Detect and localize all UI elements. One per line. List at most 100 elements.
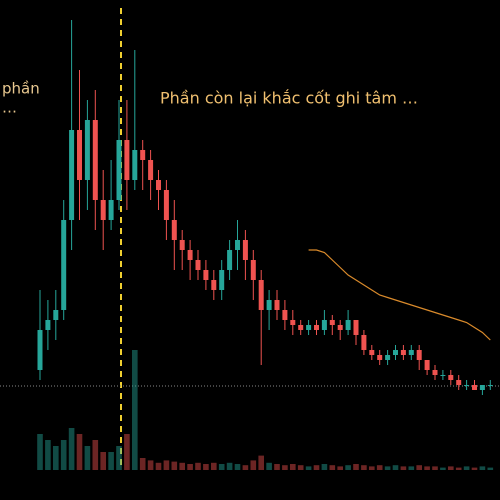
candle-body [235, 240, 240, 250]
candle-body [306, 325, 312, 330]
candle-body [472, 385, 477, 390]
volume-bar [139, 458, 146, 470]
candle-body [353, 320, 359, 335]
annotation: … [2, 99, 17, 117]
volume-bar [345, 465, 351, 470]
candle-body [45, 320, 51, 330]
candle-body [408, 350, 414, 355]
volume-bar [471, 467, 478, 470]
volume-bar [479, 466, 486, 470]
candle-body [369, 350, 375, 355]
volume-bar [100, 452, 106, 470]
candle-body [227, 250, 233, 270]
candle-body [424, 360, 430, 370]
volume-bar [195, 462, 201, 470]
candle-body [195, 260, 201, 270]
candle-body [266, 300, 272, 310]
candle-body [187, 250, 193, 260]
volume-bar [242, 465, 249, 470]
candle-body [211, 280, 217, 290]
candle-body [140, 150, 146, 160]
volume-bar [60, 440, 67, 470]
candle-body [124, 140, 130, 180]
volume-bar [116, 446, 122, 470]
candle-body [61, 220, 67, 310]
candle-body [108, 200, 114, 220]
candle-body [361, 335, 367, 350]
candle-body [148, 160, 154, 180]
volume-bar [218, 464, 225, 470]
candle-body [258, 280, 264, 310]
volume-bar [163, 460, 170, 470]
volume-bar [132, 350, 138, 470]
candle-body [337, 325, 343, 330]
volume-bar [53, 446, 59, 470]
volume-bar [290, 464, 296, 470]
volume-bar [305, 466, 312, 470]
volume-bar [211, 462, 217, 470]
volume-bar [45, 440, 51, 470]
volume-bar [329, 465, 336, 470]
volume-bar [384, 466, 391, 470]
candle-body [487, 385, 493, 386]
candle-body [92, 120, 98, 200]
volume-bar [455, 467, 462, 470]
candle-body [416, 350, 422, 360]
volume-bar [37, 434, 43, 470]
volume-bar [408, 466, 415, 470]
annotation: phần [2, 80, 40, 98]
candle-body [385, 355, 391, 360]
volume-bar [179, 462, 185, 470]
volume-bar [226, 462, 233, 470]
volume-bar [84, 446, 91, 470]
volume-bar [187, 464, 193, 470]
candle-body [314, 325, 319, 330]
volume-bar [108, 452, 114, 470]
volume-bar [155, 462, 162, 470]
volume-bar [297, 465, 304, 470]
candle-body [329, 320, 335, 325]
volume-bar [416, 465, 422, 470]
candle-body [440, 375, 446, 376]
volume-bar [92, 440, 99, 470]
volume-bar [203, 464, 209, 470]
volume-bar [274, 464, 280, 470]
volume-bar [424, 466, 430, 470]
candle-body [100, 200, 106, 220]
candle-body [171, 220, 177, 240]
candle-body [116, 140, 122, 200]
candle-body [456, 380, 462, 385]
candle-body [69, 130, 75, 220]
candle-body [163, 190, 169, 220]
candle-body [77, 130, 82, 180]
candle-body [321, 320, 327, 330]
volume-bar [321, 464, 328, 470]
moving-average [308, 249, 491, 341]
volume-bar [353, 464, 359, 470]
candle-body [282, 310, 288, 320]
volume-bar [171, 461, 178, 470]
candle-body [203, 270, 209, 280]
candle-body [219, 270, 225, 290]
candle-body [132, 150, 138, 180]
candle-body [298, 325, 304, 330]
candle-body [448, 375, 454, 380]
volume-bar [432, 466, 438, 470]
candle-body [156, 180, 161, 190]
volume-bar [258, 455, 264, 470]
candle-body [274, 300, 280, 310]
candle-body [345, 320, 351, 330]
volume-bar [376, 465, 383, 470]
volume-bar [234, 464, 241, 470]
candle-body [179, 240, 185, 250]
volume-bar [400, 466, 407, 470]
candle-body [393, 350, 398, 355]
volume-bar [337, 466, 343, 470]
candle-body [84, 120, 90, 180]
candle-body [464, 385, 470, 386]
volume-bar [147, 460, 154, 470]
volume-bar [487, 467, 494, 470]
annotation: Phần còn lại khắc cốt ghi tâm … [160, 89, 418, 108]
candle-body [377, 355, 383, 360]
